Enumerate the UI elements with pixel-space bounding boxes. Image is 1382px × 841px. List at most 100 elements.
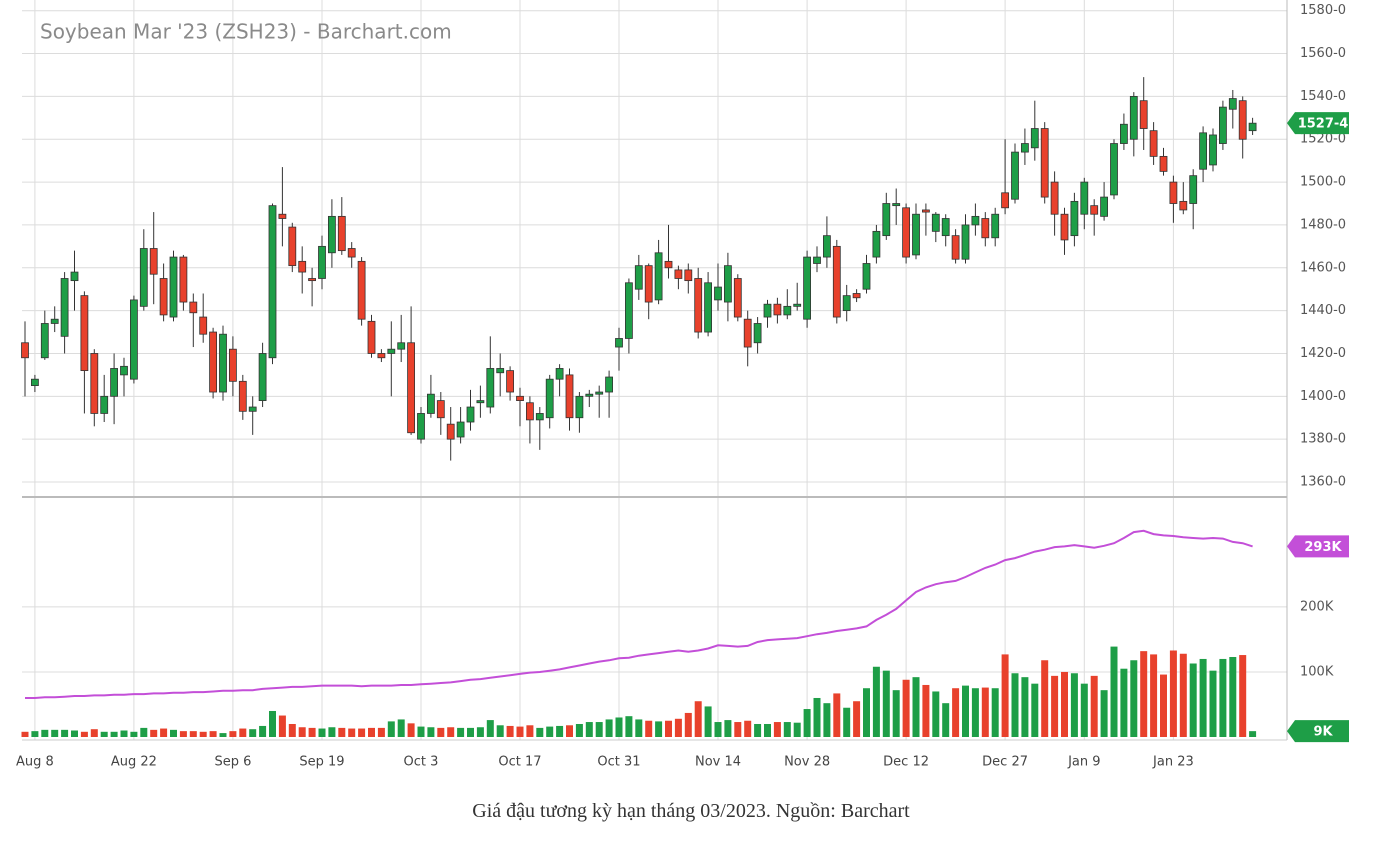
volume-bar [51,729,59,737]
candle-body [1021,143,1029,153]
volume-bar [714,722,722,737]
candle-body [1179,200,1188,211]
volume-bar [932,691,940,737]
candle-body [357,260,366,320]
volume-bar [288,723,296,737]
candle-body [179,256,188,303]
volume-bar [100,731,108,737]
candle-body [773,303,782,316]
candle-body [1129,96,1138,140]
last-price-label: 1527-4 [1298,117,1349,132]
candle-body [1120,123,1128,144]
volume-bar [249,729,257,737]
chart-title: Soybean Mar '23 (ZSH23) - Barchart.com [40,20,452,44]
volume-bar [308,727,316,737]
volume-bar [209,731,217,737]
open-interest-badge [1287,535,1349,558]
candle-body [219,333,227,393]
volume-bar [298,727,306,737]
volume-bar [90,729,98,737]
candle-body [90,353,99,414]
candle-body [110,368,118,397]
volume-bar [1090,675,1098,737]
candle-body [228,348,237,382]
candle-body [981,218,990,239]
volume-bar [1051,675,1059,737]
x-tick-label: Jan 9 [1067,755,1100,770]
candle-body [951,235,960,260]
candle-body [961,224,970,260]
volume-bar [21,731,29,737]
candle-body [971,215,980,226]
volume-bar [437,727,445,737]
volume-bar [1229,657,1237,737]
candle-body [644,265,653,303]
volume-bar [684,712,692,737]
last-price-badge [1287,112,1349,135]
grid [22,0,1287,740]
candle-body [327,215,336,254]
candle-body [684,269,693,282]
candle-body [70,271,79,282]
candle-body [674,269,683,279]
volume-bar [278,715,286,737]
candle-body [704,282,712,333]
candle-body [882,203,891,237]
volume-bar [1120,668,1128,737]
volume-bar [318,728,326,737]
volume-bar [882,670,890,737]
x-tick-label: Oct 17 [498,755,541,770]
candle-body [733,278,742,318]
candle-body [496,368,505,374]
volume-bar [377,727,385,737]
volume-bar [506,725,514,737]
volume-bar [625,716,633,737]
volume-bar [407,723,415,737]
volume-bar [259,725,267,737]
candle-body [793,303,802,307]
candle-body [892,203,901,207]
volume-bar [199,731,207,737]
candle-body [565,374,574,419]
candle-body [417,413,425,440]
candle-body [1090,205,1099,215]
candle-body [664,260,673,269]
volume-bar [674,718,682,737]
y-tick-label: 100K [1300,664,1334,679]
x-tick-label: Aug 22 [111,755,157,770]
candle-body [605,376,613,393]
candle-body [654,252,663,301]
candle-body [941,218,950,237]
volume-bar [952,688,960,737]
candle-body [783,305,792,316]
candle-body [714,286,722,301]
volume-bar [585,722,593,737]
candle-body [634,265,643,290]
candle-body [1110,143,1118,196]
volume-bar [1169,650,1177,737]
candle-body [1149,130,1158,157]
candle-body [476,400,485,404]
candle-body [1040,128,1049,198]
candle-body [50,318,59,324]
candle-body [763,303,772,318]
volume-bar [546,726,554,737]
volume-bar [991,688,999,737]
candle-body [912,213,920,256]
candle-body [615,338,623,348]
candle-body [922,209,930,213]
x-tick-label: Nov 28 [784,755,830,770]
volume-bar [358,728,366,737]
caption: Giá đậu tương kỳ hạn tháng 03/2023. Nguồ… [472,800,910,822]
volume-bar [645,720,653,737]
volume-bar [150,729,158,737]
candle-body [526,402,534,421]
candle-body [842,295,851,312]
volume-bar [1189,663,1197,737]
volume-bar [110,731,118,737]
candle-body [209,331,218,393]
volume-bar [179,731,187,737]
volume-bar [744,720,752,737]
volume-bar [872,666,880,737]
